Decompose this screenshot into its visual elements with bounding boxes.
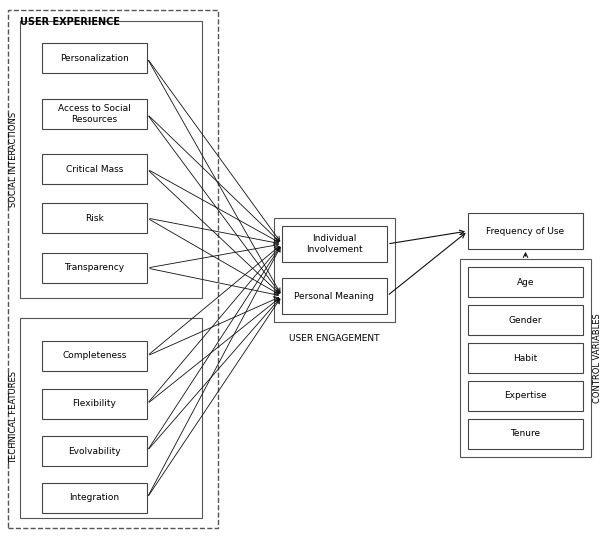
FancyBboxPatch shape <box>42 389 147 419</box>
Text: Critical Mass: Critical Mass <box>66 165 123 174</box>
Text: CONTROL VARIABLES: CONTROL VARIABLES <box>593 313 601 403</box>
FancyBboxPatch shape <box>468 381 583 411</box>
Text: Risk: Risk <box>85 213 104 222</box>
FancyBboxPatch shape <box>468 343 583 373</box>
FancyBboxPatch shape <box>42 43 147 73</box>
FancyBboxPatch shape <box>42 436 147 466</box>
FancyBboxPatch shape <box>468 267 583 297</box>
Text: USER EXPERIENCE: USER EXPERIENCE <box>20 17 120 27</box>
FancyBboxPatch shape <box>468 213 583 249</box>
Text: Evolvability: Evolvability <box>68 446 121 456</box>
Text: Expertise: Expertise <box>504 391 547 400</box>
FancyBboxPatch shape <box>42 253 147 283</box>
Text: Tenure: Tenure <box>511 429 541 438</box>
Text: Access to Social
Resources: Access to Social Resources <box>58 104 131 124</box>
Text: Individual
Involvement: Individual Involvement <box>306 234 363 254</box>
Text: Personalization: Personalization <box>60 54 129 63</box>
Text: Personal Meaning: Personal Meaning <box>294 292 375 301</box>
Text: Transparency: Transparency <box>64 264 124 272</box>
FancyBboxPatch shape <box>468 305 583 335</box>
Text: USER ENGAGEMENT: USER ENGAGEMENT <box>289 334 379 343</box>
FancyBboxPatch shape <box>42 203 147 233</box>
Text: Age: Age <box>517 278 535 287</box>
FancyBboxPatch shape <box>282 278 387 314</box>
FancyBboxPatch shape <box>282 226 387 262</box>
FancyBboxPatch shape <box>42 154 147 184</box>
Text: SOCIAL INTERACTIONS: SOCIAL INTERACTIONS <box>9 112 18 207</box>
FancyBboxPatch shape <box>42 341 147 371</box>
Text: Flexibility: Flexibility <box>72 399 116 408</box>
Text: Completeness: Completeness <box>63 352 127 361</box>
Text: Frequency of Use: Frequency of Use <box>487 227 565 235</box>
FancyBboxPatch shape <box>468 419 583 449</box>
FancyBboxPatch shape <box>42 483 147 513</box>
Text: TECHNICAL FEATURES: TECHNICAL FEATURES <box>9 371 18 465</box>
Text: Gender: Gender <box>509 316 543 324</box>
Text: Integration: Integration <box>69 494 120 503</box>
Text: Habit: Habit <box>513 354 538 362</box>
FancyBboxPatch shape <box>42 99 147 129</box>
